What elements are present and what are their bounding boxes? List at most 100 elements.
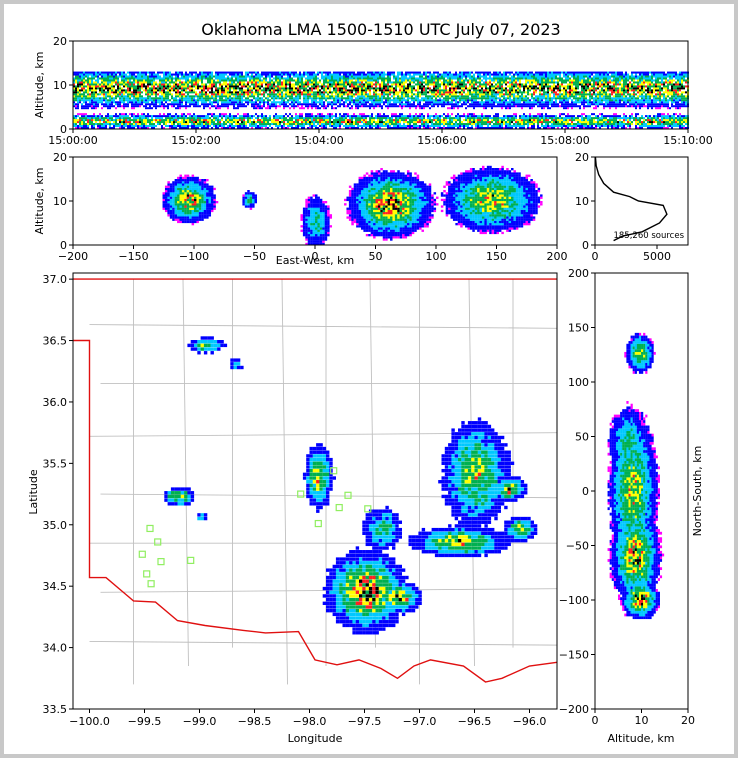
time-height-cell: [359, 99, 361, 102]
time-height-cell: [487, 121, 489, 124]
time-height-cell: [219, 113, 221, 116]
time-height-cell: [135, 119, 137, 122]
time-height-cell: [85, 113, 87, 116]
time-height-cell: [225, 87, 227, 90]
time-height-cell: [127, 87, 129, 90]
time-height-cell: [79, 83, 81, 86]
time-height-cell: [319, 79, 321, 82]
time-height-cell: [147, 97, 149, 100]
time-height-cell: [387, 99, 389, 102]
time-height-cell: [95, 101, 97, 104]
time-height-cell: [83, 93, 85, 96]
time-height-cell: [143, 115, 145, 118]
time-height-cell: [297, 77, 299, 80]
time-height-cell: [163, 89, 165, 92]
time-height-cell: [361, 127, 363, 129]
time-height-cell: [403, 79, 405, 82]
time-height-cell: [277, 93, 279, 96]
time-height-cell: [323, 77, 325, 80]
time-height-cell: [469, 103, 471, 106]
time-height-cell: [225, 127, 227, 129]
time-height-cell: [359, 91, 361, 94]
time-height-cell: [443, 73, 445, 76]
time-height-cell: [487, 105, 489, 108]
time-height-cell: [113, 87, 115, 90]
time-height-cell: [375, 103, 377, 106]
time-height-cell: [231, 127, 233, 129]
time-height-cell: [437, 93, 439, 96]
time-height-cell: [145, 71, 147, 74]
time-height-cell: [85, 89, 87, 92]
time-height-cell: [115, 117, 117, 120]
time-height-cell: [347, 83, 349, 86]
time-height-cell: [359, 105, 361, 108]
time-height-cell: [193, 117, 195, 120]
time-height-cell: [125, 73, 127, 76]
time-height-cell: [323, 107, 325, 110]
time-height-cell: [185, 121, 187, 124]
time-height-cell: [135, 91, 137, 94]
time-height-cell: [327, 95, 329, 98]
time-height-cell: [443, 93, 445, 96]
time-height-cell: [253, 75, 255, 78]
time-height-cell: [277, 83, 279, 86]
time-height-cell: [373, 99, 375, 102]
time-height-cell: [245, 75, 247, 78]
time-height-cell: [227, 91, 229, 94]
time-height-cell: [441, 73, 443, 76]
time-height-cell: [147, 121, 149, 124]
time-height-cell: [415, 115, 417, 118]
time-height-cell: [297, 115, 299, 118]
time-height-cell: [403, 83, 405, 86]
time-height-cell: [423, 127, 425, 129]
time-height-cell: [351, 77, 353, 80]
time-height-cell: [217, 123, 219, 126]
time-height-cell: [325, 107, 327, 110]
time-height-cell: [339, 97, 341, 100]
time-height-cell: [155, 125, 157, 128]
time-height-cell: [213, 123, 215, 126]
time-height-cell: [295, 127, 297, 129]
time-height-cell: [469, 81, 471, 84]
time-height-cell: [99, 117, 101, 120]
time-height-cell: [309, 117, 311, 120]
time-height-cell: [145, 105, 147, 108]
time-height-cell: [271, 127, 273, 129]
time-height-cell: [253, 105, 255, 108]
time-height-cell: [373, 73, 375, 76]
time-height-cell: [235, 85, 237, 88]
time-height-cell: [447, 113, 449, 116]
time-height-cell: [465, 103, 467, 106]
time-height-cell: [319, 85, 321, 88]
time-height-cell: [423, 87, 425, 90]
time-height-cell: [427, 71, 429, 74]
time-height-cell: [305, 77, 307, 80]
time-height-cell: [335, 81, 337, 84]
time-height-cell: [149, 73, 151, 76]
time-height-cell: [193, 83, 195, 86]
time-height-cell: [351, 83, 353, 86]
time-height-cell: [501, 121, 503, 124]
time-height-cell: [419, 79, 421, 82]
time-height-cell: [509, 73, 511, 76]
time-height-cell: [179, 103, 181, 106]
time-height-cell: [429, 101, 431, 104]
time-height-cell: [227, 121, 229, 124]
time-height-cell: [115, 79, 117, 82]
time-height-cell: [397, 79, 399, 82]
time-height-cell: [275, 105, 277, 108]
time-height-cell: [203, 127, 205, 129]
time-height-cell: [473, 115, 475, 118]
time-height-cell: [85, 123, 87, 126]
time-height-cell: [257, 115, 259, 118]
time-height-cell: [407, 101, 409, 104]
time-height-cell: [363, 123, 365, 126]
time-height-cell: [121, 117, 123, 120]
time-height-cell: [121, 119, 123, 122]
time-height-cell: [249, 75, 251, 78]
time-height-cell: [257, 119, 259, 122]
time-height-cell: [283, 87, 285, 90]
time-height-cell: [371, 123, 373, 126]
time-height-cell: [171, 123, 173, 126]
